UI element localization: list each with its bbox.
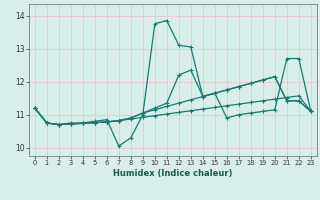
X-axis label: Humidex (Indice chaleur): Humidex (Indice chaleur) <box>113 169 233 178</box>
